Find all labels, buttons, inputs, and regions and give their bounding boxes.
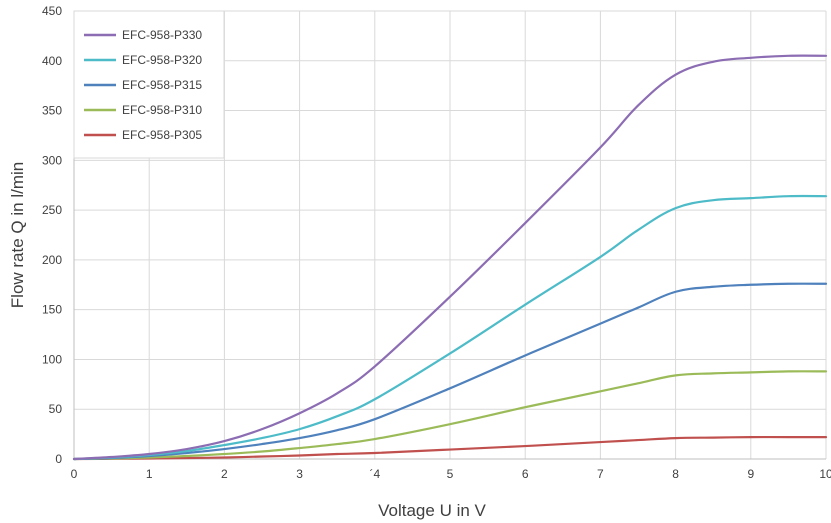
legend-label: EFC-958-P320 bbox=[122, 53, 202, 67]
y-tick-label: 200 bbox=[42, 253, 62, 267]
series-line-efc-958-p320 bbox=[72, 194, 828, 461]
x-tick-label: 0 bbox=[71, 467, 78, 481]
x-tick-label: 6 bbox=[522, 467, 529, 481]
series-line-efc-958-p315 bbox=[72, 282, 828, 461]
y-tick-label: 150 bbox=[42, 303, 62, 317]
x-tick-label: 2 bbox=[221, 467, 228, 481]
series-line-efc-958-p305 bbox=[72, 435, 828, 461]
legend-label: EFC-958-P310 bbox=[122, 103, 202, 117]
x-tick-label: 9 bbox=[747, 467, 754, 481]
series-line-efc-958-p330 bbox=[72, 54, 828, 461]
y-tick-label: 450 bbox=[42, 4, 62, 18]
y-tick-label: 100 bbox=[42, 352, 62, 366]
y-tick-label: 350 bbox=[42, 104, 62, 118]
y-tick-label: 0 bbox=[55, 452, 62, 466]
x-tick-label: ´4 bbox=[369, 467, 380, 481]
x-tick-label: 8 bbox=[672, 467, 679, 481]
y-axis-title: Flow rate Q in l/min bbox=[8, 162, 27, 308]
legend-label: EFC-958-P330 bbox=[122, 28, 202, 42]
y-tick-label: 300 bbox=[42, 153, 62, 167]
legend-items: EFC-958-P330 EFC-958-P320 EFC-958-P315 EFC-… bbox=[84, 28, 202, 142]
legend-label: EFC-958-P305 bbox=[122, 128, 202, 142]
x-axis-ticks: 0 1 2 3 ´4 5 6 7 8 9 10 bbox=[71, 467, 831, 481]
legend-label: EFC-958-P315 bbox=[122, 78, 202, 92]
chart-legend: EFC-958-P330 EFC-958-P320 EFC-958-P315 EFC-… bbox=[73, 10, 225, 159]
x-tick-label: 5 bbox=[447, 467, 454, 481]
series-line-efc-958-p310 bbox=[72, 370, 828, 461]
y-axis-ticks: 0 50 100 150 200 250 300 350 400 450 bbox=[42, 4, 62, 466]
y-tick-label: 400 bbox=[42, 54, 62, 68]
x-axis-title: Voltage U in V bbox=[378, 501, 486, 520]
y-tick-label: 250 bbox=[42, 203, 62, 217]
y-tick-label: 50 bbox=[49, 402, 63, 416]
x-tick-label: 10 bbox=[819, 467, 831, 481]
x-tick-label: 1 bbox=[146, 467, 153, 481]
chart-grid bbox=[74, 10, 827, 459]
x-tick-label: 7 bbox=[597, 467, 604, 481]
x-tick-label: 3 bbox=[296, 467, 303, 481]
chart-series bbox=[72, 54, 828, 461]
